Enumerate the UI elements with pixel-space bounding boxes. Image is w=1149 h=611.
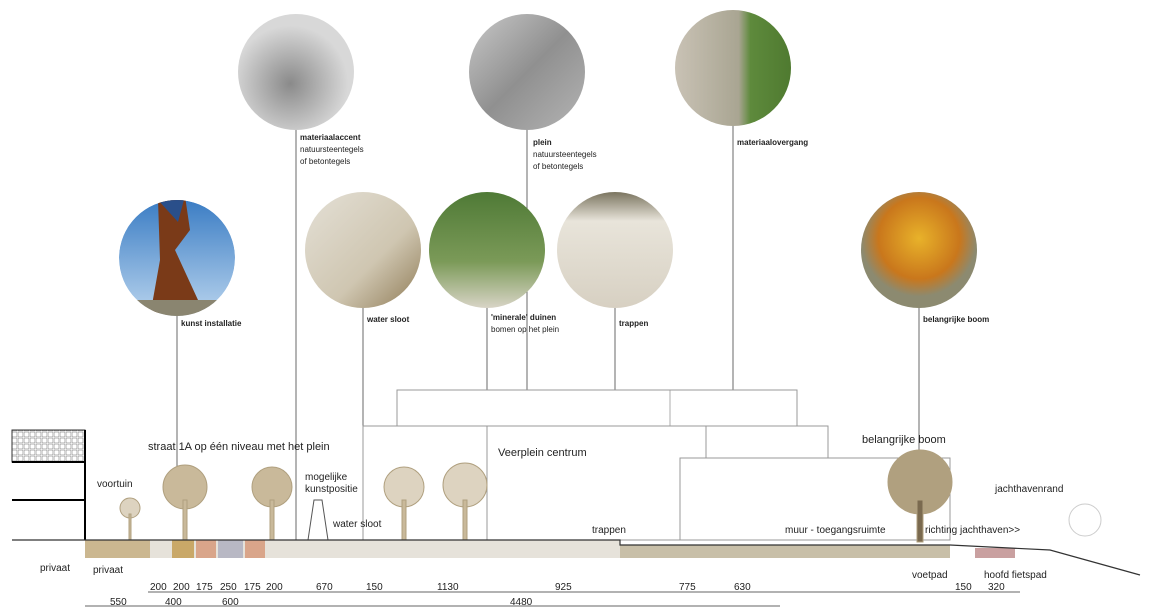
photo-label: water sloot <box>366 315 410 324</box>
section-diagram: materiaalaccent natuursteentegels of bet… <box>0 0 1149 611</box>
section-label: muur - toegangsruimte <box>785 525 886 536</box>
section-label: privaat <box>93 565 123 576</box>
dimension-label: 200 <box>173 582 190 593</box>
photo-stairs <box>557 192 673 308</box>
photo-label: trappen <box>619 319 648 328</box>
dimension-label: 925 <box>555 582 572 593</box>
section-label: trappen <box>592 525 626 536</box>
dimension-label: 175 <box>196 582 213 593</box>
photo-tiles <box>469 14 585 130</box>
dimension-label: 175 <box>244 582 261 593</box>
photo-label: kunst installatie <box>181 319 242 328</box>
section-label: mogelijke <box>305 472 348 483</box>
photo-label: natuursteentegels <box>533 150 597 159</box>
section-label: Veerplein centrum <box>498 447 587 459</box>
dimension-label: 775 <box>679 582 696 593</box>
buildings <box>12 390 950 540</box>
dimension-label: 150 <box>955 582 972 593</box>
section-label: hoofd fietspad <box>984 570 1047 581</box>
photo-paving <box>238 14 354 130</box>
photo-label: bomen op het plein <box>491 325 559 334</box>
dimension-label: 550 <box>110 597 127 608</box>
photo-label: materiaalaccent <box>300 133 361 142</box>
photo-art <box>119 196 239 320</box>
ground <box>12 540 1140 575</box>
dimension-label: 670 <box>316 582 333 593</box>
dimension-label: 250 <box>220 582 237 593</box>
section-label: richting jachthaven>> <box>925 525 1020 536</box>
section-label: voetpad <box>912 570 948 581</box>
photo-label: belangrijke boom <box>923 315 989 324</box>
section-label: privaat <box>40 563 70 574</box>
section-label: belangrijke boom <box>862 434 946 446</box>
section-label: voortuin <box>97 479 133 490</box>
section-label: jachthavenrand <box>994 484 1063 495</box>
photo-transition <box>675 10 791 126</box>
dimension-label: 4480 <box>510 597 533 608</box>
section-label: water sloot <box>332 519 382 530</box>
dimension-label: 630 <box>734 582 751 593</box>
photo-label: of betontegels <box>300 157 350 166</box>
dimension-label: 600 <box>222 597 239 608</box>
photo-label: 'minerale' duinen <box>491 313 556 322</box>
photo-label: of betontegels <box>533 162 583 171</box>
section-label: straat 1A op één niveau met het plein <box>148 441 330 453</box>
photo-label: plein <box>533 138 552 147</box>
dimension-label: 200 <box>266 582 283 593</box>
photo-water <box>305 192 421 308</box>
photo-dunes <box>429 192 545 308</box>
dimension-label: 320 <box>988 582 1005 593</box>
dimensions: 200 200 175 250 175 200 670 150 1130 925… <box>85 582 1020 608</box>
photo-label: materiaalovergang <box>737 138 808 147</box>
dimension-label: 200 <box>150 582 167 593</box>
dimension-label: 150 <box>366 582 383 593</box>
photo-tree <box>861 192 977 308</box>
photo-label: natuursteentegels <box>300 145 364 154</box>
section-label: kunstpositie <box>305 484 358 495</box>
dimension-label: 400 <box>165 597 182 608</box>
dimension-label: 1130 <box>437 582 459 593</box>
